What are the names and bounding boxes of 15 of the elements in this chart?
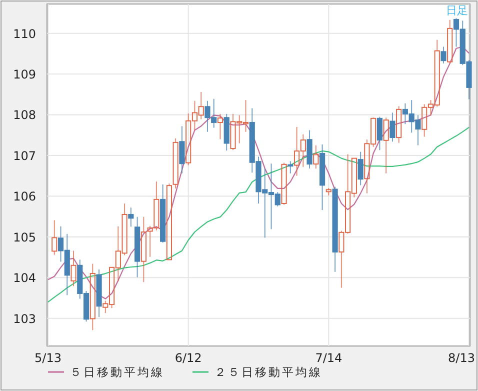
ytick: 105	[13, 230, 36, 244]
xtick: 7/14	[315, 351, 342, 365]
ytick: 110	[13, 26, 36, 41]
annotation: 日足	[446, 4, 468, 17]
xtick: 8/13	[448, 351, 475, 365]
ytick: 108	[13, 108, 36, 122]
xtick: 5/13	[34, 351, 62, 365]
legend-label: ２５日移動平均線	[214, 365, 322, 379]
ytick: 107	[13, 148, 36, 163]
ytick: 103	[13, 312, 36, 326]
ytick: 106	[13, 190, 36, 204]
xtick: 6/12	[174, 351, 202, 365]
ytick: 109	[13, 68, 36, 82]
legend-label: ５日移動平均線	[70, 365, 164, 379]
ytick: 104	[13, 271, 36, 286]
